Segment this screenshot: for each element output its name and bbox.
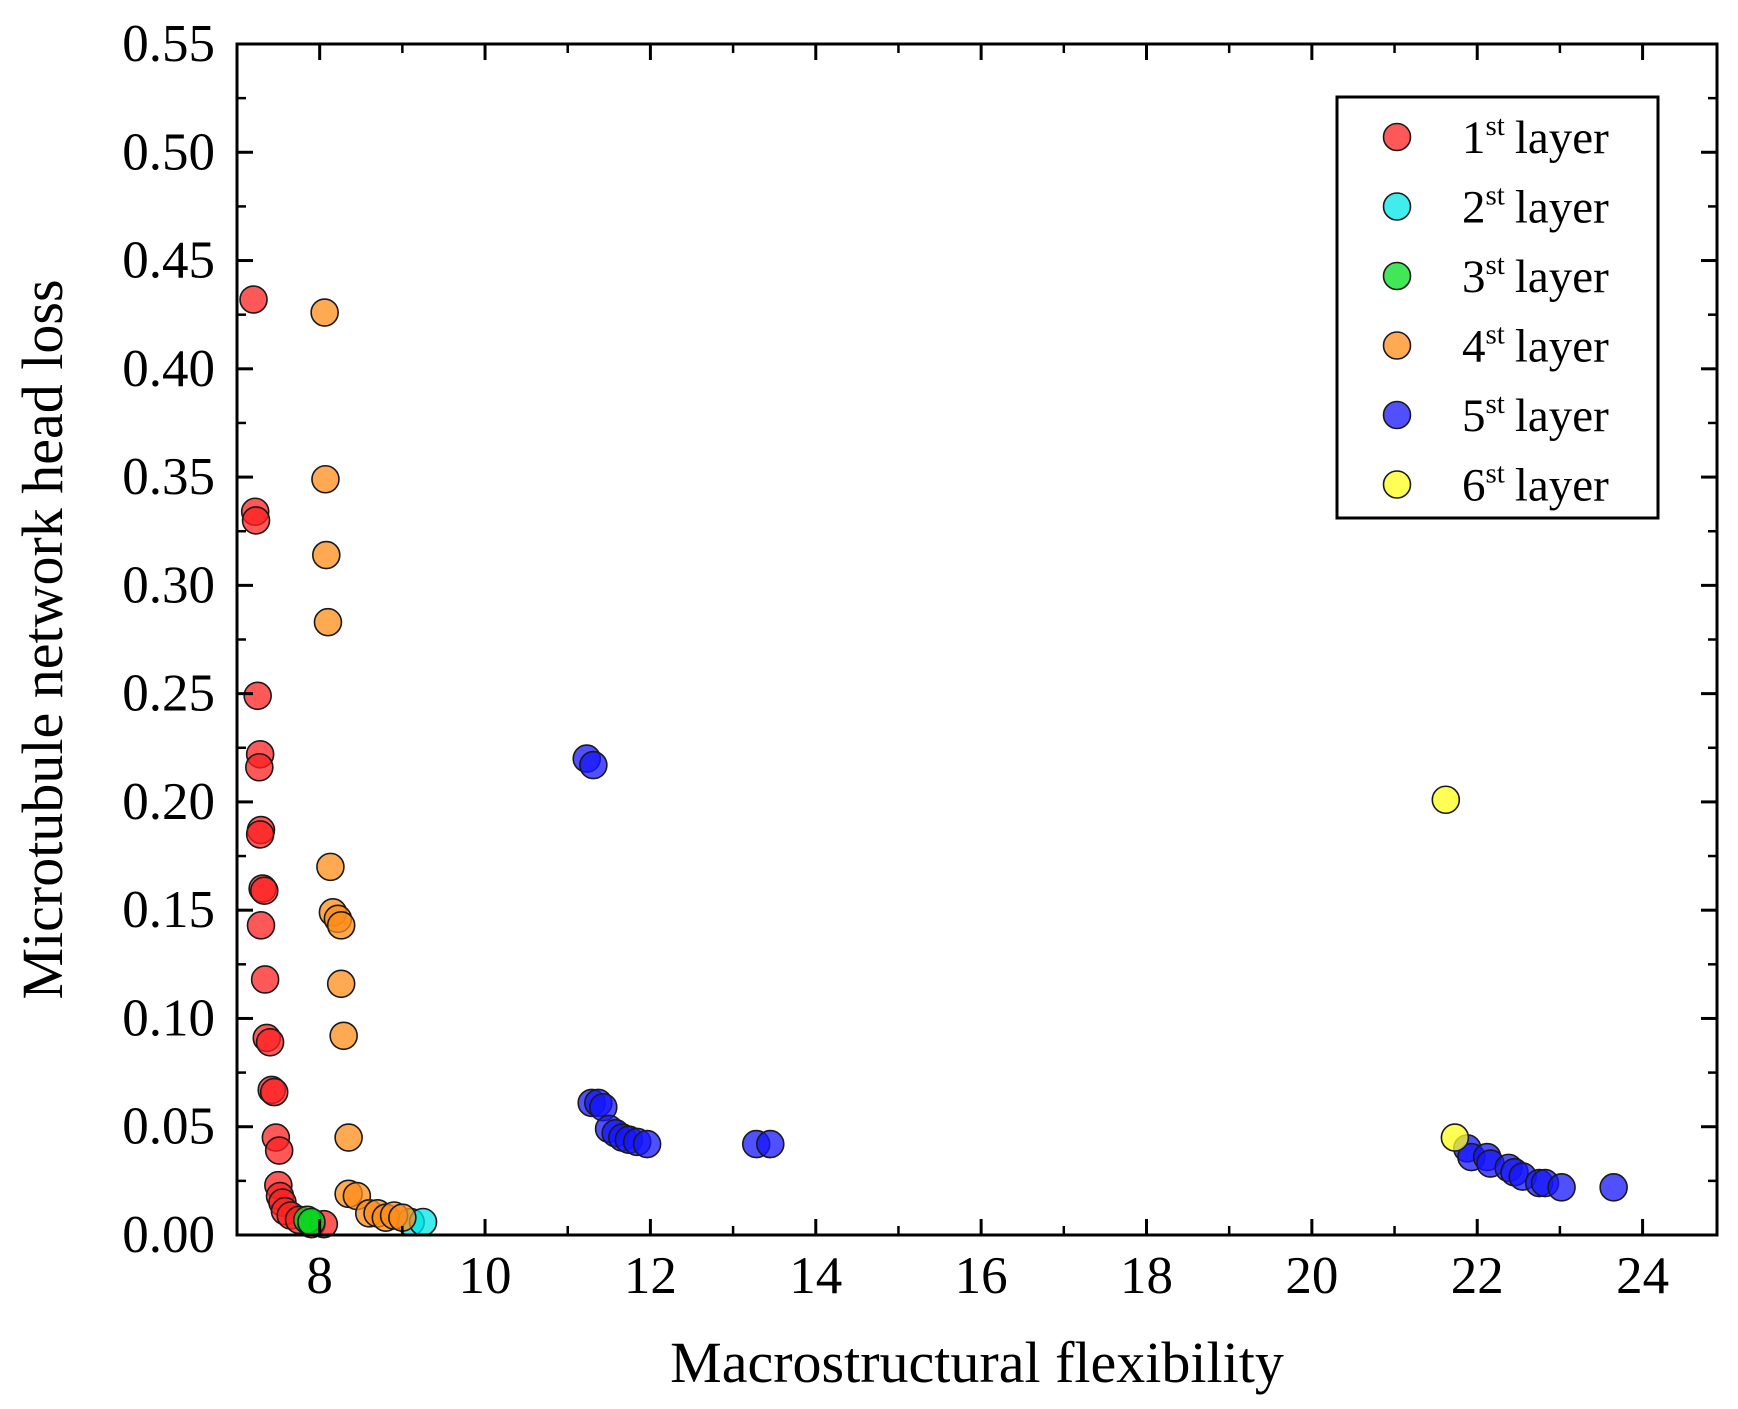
x-tick-label: 20	[1285, 1247, 1338, 1305]
data-point-layer-1	[250, 965, 280, 994]
legend-suffix: layer	[1515, 390, 1609, 442]
legend-label-layer-5: 5st layer	[1462, 388, 1609, 442]
legend-marker-layer-4	[1382, 331, 1412, 360]
data-point-layer-5	[632, 1129, 662, 1159]
legend-suffix: layer	[1515, 112, 1609, 164]
plot-frame	[235, 42, 1719, 1237]
data-point-layer-1	[241, 506, 271, 535]
data-point-layer-4	[310, 298, 339, 327]
legend-superscript: st	[1486, 180, 1505, 212]
data-point-layer-1	[249, 876, 279, 905]
y-tick-label: 0.15	[122, 881, 215, 939]
legend-superscript: st	[1486, 110, 1505, 142]
legend-label-layer-2: 2st layer	[1462, 180, 1609, 234]
data-point-layer-1	[243, 681, 272, 711]
data-point-layer-1	[259, 1077, 289, 1107]
data-point-layer-4	[311, 540, 341, 570]
legend-number: 1	[1462, 112, 1486, 164]
legend-label-layer-3: 3st layer	[1462, 249, 1609, 303]
legend-suffix: layer	[1515, 321, 1609, 373]
x-tick-label: 8	[306, 1247, 333, 1305]
legend-suffix: layer	[1515, 460, 1609, 512]
y-tick-label: 0.40	[122, 340, 215, 398]
data-point-layer-4	[326, 969, 356, 999]
data-point-layer-1	[246, 911, 276, 940]
legend-label-layer-1: 1st layer	[1462, 110, 1609, 164]
data-point-layer-1	[245, 820, 275, 849]
x-tick-label: 10	[459, 1247, 512, 1305]
data-point-layer-4	[313, 607, 343, 637]
y-tick-label: 0.00	[122, 1206, 215, 1264]
data-point-layer-4	[326, 911, 356, 940]
legend-number: 5	[1462, 390, 1486, 442]
legend-marker-layer-1	[1382, 122, 1412, 152]
data-point-layer-6	[1440, 1123, 1470, 1152]
legend-marker-layer-2	[1382, 192, 1412, 221]
data-point-layer-1	[239, 285, 268, 314]
data-point-layer-4	[334, 1123, 363, 1152]
y-tick-label: 0.35	[122, 448, 215, 506]
y-tick-label: 0.45	[122, 232, 215, 290]
legend-marker-layer-6	[1382, 470, 1412, 499]
legend-label-layer-4: 4st layer	[1462, 319, 1609, 373]
y-tick-label: 0.10	[122, 989, 215, 1047]
data-point-layer-5	[1599, 1173, 1628, 1202]
x-tick-label: 12	[624, 1247, 677, 1305]
y-tick-label: 0.20	[122, 773, 215, 831]
legend-marker-layer-3	[1382, 261, 1412, 291]
data-point-layer-1	[264, 1136, 294, 1165]
legend-superscript: st	[1486, 249, 1505, 281]
x-tick-label: 24	[1616, 1247, 1669, 1305]
data-point-layer-5	[755, 1129, 785, 1159]
y-tick-label: 0.30	[122, 556, 215, 614]
x-tick-label: 14	[789, 1247, 842, 1305]
x-axis-title: Macrostructural flexibility	[670, 1330, 1284, 1395]
data-point-layer-5	[1547, 1173, 1576, 1202]
legend-suffix: layer	[1515, 182, 1609, 234]
legend-label-layer-6: 6st layer	[1462, 458, 1609, 512]
y-tick-label: 0.05	[122, 1098, 215, 1156]
data-point-layer-4	[329, 1021, 358, 1051]
data-point-layer-1	[255, 1027, 285, 1057]
x-tick-label: 18	[1120, 1247, 1173, 1305]
y-axis-title: Microtubule network head loss	[10, 279, 75, 999]
legend-number: 2	[1462, 182, 1486, 234]
data-point-layer-4	[316, 852, 345, 882]
legend-superscript: st	[1486, 458, 1505, 490]
tick-labels: 8 10 12 14 16 18 20 22 240.000.050.100.150.200.2…	[122, 15, 1669, 1305]
legend-suffix: layer	[1515, 251, 1609, 303]
y-tick-label: 0.25	[122, 665, 215, 723]
data-point-layer-4	[311, 464, 340, 494]
legend-number: 6	[1462, 460, 1486, 512]
data-point-layer-5	[579, 750, 608, 780]
data-point-layer-6	[1431, 785, 1461, 815]
legend-number: 3	[1462, 251, 1486, 303]
legend-superscript: st	[1486, 319, 1505, 351]
legend-marker-layer-5	[1382, 400, 1412, 430]
legend-box	[1335, 95, 1660, 520]
y-tick-label: 0.50	[122, 123, 215, 181]
y-tick-label: 0.55	[122, 15, 215, 73]
legend-number: 4	[1462, 321, 1486, 373]
data-points	[239, 285, 1628, 1239]
x-tick-label: 16	[955, 1247, 1008, 1305]
legend-superscript: st	[1486, 388, 1505, 420]
x-tick-label: 22	[1451, 1247, 1504, 1305]
data-point-layer-1	[245, 752, 274, 782]
